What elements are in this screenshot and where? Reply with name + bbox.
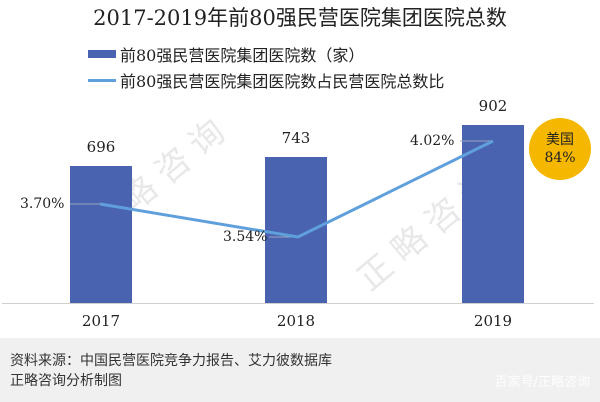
badge-label: 美国: [546, 132, 574, 148]
us-comparison-badge: 美国 84%: [529, 118, 591, 180]
badge-value: 84%: [544, 150, 576, 166]
bar-2018: [265, 157, 327, 303]
legend-item-line: 前80强民营医院集团医院数占民营医院总数比: [88, 68, 444, 92]
x-tick-label: 2019: [473, 312, 513, 330]
chart-area: 2017-2019年前80强民营医院集团医院总数 前80强民营医院集团医院数（家…: [2, 6, 594, 330]
bar-2019: [462, 125, 524, 303]
legend-item-bar: 前80强民营医院集团医院数（家）: [88, 42, 364, 66]
legend-bar-swatch-icon: [88, 50, 116, 58]
ratio-line: [70, 139, 494, 239]
footer: 资料来源：中国民营医院竞争力报告、艾力彼数据库 正略咨询分析制图 百家号/正略咨…: [0, 338, 600, 402]
corner-watermark: 百家号/正略咨询: [494, 375, 590, 390]
legend-line-swatch-icon: [88, 78, 116, 82]
x-axis-line: [2, 303, 594, 304]
legend-label: 前80强民营医院集团医院数占民营医院总数比: [120, 72, 445, 91]
line-value-label: 3.70%: [20, 196, 65, 212]
credit-note: 正略咨询分析制图: [10, 373, 122, 389]
line-value-label: 3.54%: [223, 229, 268, 245]
bar-2017: [70, 166, 132, 303]
x-tick-label: 2017: [81, 312, 121, 330]
bar-value-label: 696: [86, 138, 116, 156]
bar-value-label: 743: [281, 129, 311, 147]
line-value-label: 4.02%: [410, 133, 455, 149]
bar-value-label: 902: [478, 97, 508, 115]
source-note: 资料来源：中国民营医院竞争力报告、艾力彼数据库: [10, 353, 332, 369]
chart-title: 2017-2019年前80强民营医院集团医院总数: [93, 6, 507, 30]
x-tick-label: 2018: [276, 312, 316, 330]
legend-label: 前80强民营医院集团医院数（家）: [120, 46, 365, 65]
